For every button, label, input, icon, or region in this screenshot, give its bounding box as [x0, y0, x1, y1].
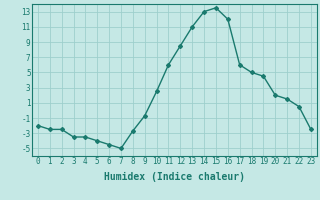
X-axis label: Humidex (Indice chaleur): Humidex (Indice chaleur)	[104, 172, 245, 182]
